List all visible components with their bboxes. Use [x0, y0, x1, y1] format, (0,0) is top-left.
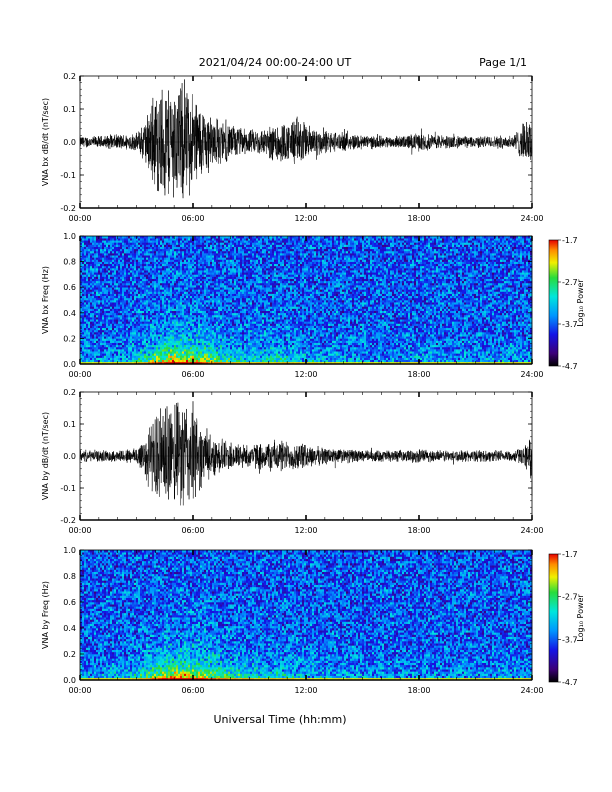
by-dbdt-panel: 00:00 06:00 12:00 18:00 24:00 0.2 0.1 0.0 -0.1 -0…: [41, 388, 544, 535]
colorbar-tick-label: -4.7: [562, 362, 578, 371]
y-tick-label: -0.2: [60, 204, 76, 213]
x-axis-label: Universal Time (hh:mm): [214, 713, 347, 726]
bx-spectrogram-panel: -1.7 -2.7 -3.7 -4.7 Log₁₀ Power 00:00 06:00 12:…: [41, 232, 585, 379]
y-tick-label: 0.8: [63, 258, 76, 267]
y-tick-label: -0.1: [60, 171, 76, 180]
colorbar: [548, 239, 559, 367]
y-tick-label: 0.8: [63, 572, 76, 581]
colorbar-tick-label: -2.7: [562, 278, 578, 287]
x-tick-label: 24:00: [520, 370, 543, 379]
y-axis-label: VNA bx Freq (Hz): [41, 266, 50, 334]
x-tick-label: 18:00: [407, 214, 430, 223]
x-tick-label: 18:00: [407, 526, 430, 535]
x-tick-label: 06:00: [181, 686, 204, 695]
y-tick-label: 0.4: [63, 309, 76, 318]
y-tick-label: 0.1: [63, 420, 76, 429]
x-tick-label: 00:00: [68, 686, 91, 695]
x-tick-label: 24:00: [520, 214, 543, 223]
bx-dbdt-panel: 00:00 06:00 12:00 18:00 24:00 0.2 0.1 0.0 -0.1 -0…: [41, 72, 544, 223]
y-tick-label: 0.2: [63, 334, 76, 343]
by-spectrogram-panel: -1.7 -2.7 -3.7 -4.7 Log₁₀ Power 00:00 06:00 12:…: [41, 546, 585, 695]
x-tick-label: 12:00: [294, 686, 317, 695]
x-tick-label: 06:00: [181, 214, 204, 223]
y-tick-label: 0.6: [63, 598, 76, 607]
y-tick-label: 0.0: [63, 676, 76, 685]
x-tick-label: 12:00: [294, 526, 317, 535]
x-tick-label: 00:00: [68, 370, 91, 379]
y-tick-label: 1.0: [63, 232, 76, 241]
colorbar-tick-label: -3.7: [562, 635, 578, 644]
y-axis-label: VNA by dB/dt (nT/sec): [41, 412, 50, 500]
y-tick-label: 0.6: [63, 283, 76, 292]
x-tick-label: 24:00: [520, 526, 543, 535]
x-tick-label: 24:00: [520, 686, 543, 695]
x-tick-label: 00:00: [68, 214, 91, 223]
y-tick-label: 0.4: [63, 624, 76, 633]
colorbar: [548, 553, 559, 683]
x-tick-label: 18:00: [407, 370, 430, 379]
colorbar-label: Log₁₀ Power: [576, 594, 585, 642]
spectrogram-cells: [80, 550, 533, 681]
y-tick-label: 0.1: [63, 105, 76, 114]
spectrogram-cells: [80, 236, 533, 365]
x-tick-label: 00:00: [68, 526, 91, 535]
y-axis-label: VNA bx dB/dt (nT/sec): [41, 98, 50, 186]
x-tick-label: 06:00: [181, 370, 204, 379]
colorbar-label: Log₁₀ Power: [576, 279, 585, 327]
y-tick-label: 0.0: [63, 360, 76, 369]
y-tick-label: -0.2: [60, 516, 76, 525]
y-tick-label: 1.0: [63, 546, 76, 555]
waveform-series: [79, 79, 533, 199]
x-tick-label: 12:00: [294, 370, 317, 379]
y-tick-label: 0.2: [63, 650, 76, 659]
colorbar-tick-label: -2.7: [562, 593, 578, 602]
y-tick-label: -0.1: [60, 484, 76, 493]
x-tick-label: 18:00: [407, 686, 430, 695]
page-indicator: Page 1/1: [479, 56, 527, 69]
colorbar-tick-label: -1.7: [562, 236, 578, 245]
y-tick-label: 0.0: [63, 452, 76, 461]
colorbar-tick-label: -3.7: [562, 320, 578, 329]
colorbar-tick-label: -4.7: [562, 678, 578, 687]
x-tick-label: 12:00: [294, 214, 317, 223]
y-tick-label: 0.2: [63, 72, 76, 81]
figure-title: 2021/04/24 00:00-24:00 UT: [199, 56, 352, 69]
y-tick-label: 0.0: [63, 138, 76, 147]
x-tick-label: 06:00: [181, 526, 204, 535]
waveform-series: [79, 401, 533, 506]
y-tick-label: 0.2: [63, 388, 76, 397]
y-axis-label: VNA by Freq (Hz): [41, 581, 50, 649]
colorbar-tick-label: -1.7: [562, 550, 578, 559]
